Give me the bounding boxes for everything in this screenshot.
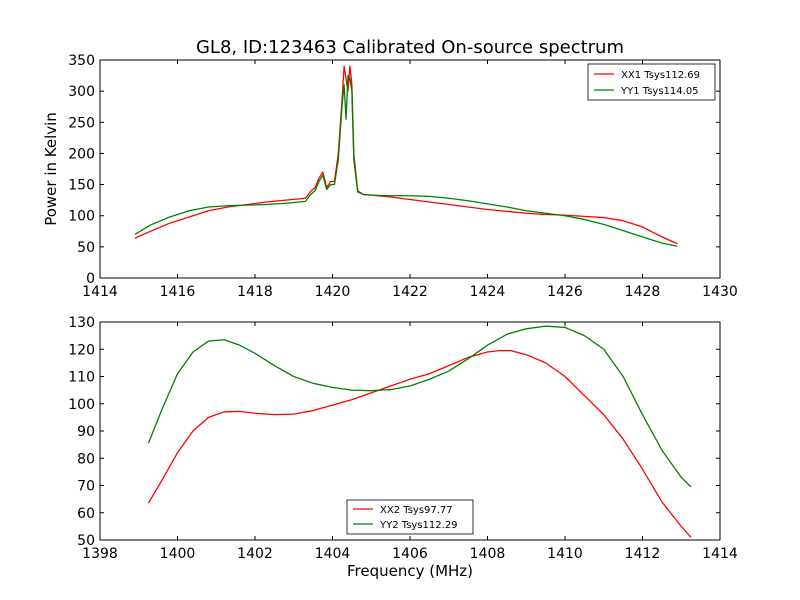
chart-title: GL8, ID:123463 Calibrated On-source spec…: [196, 37, 624, 58]
bottom-x-tick-label: 1404: [315, 546, 351, 562]
bottom-x-tick-label: 1406: [392, 546, 428, 562]
bottom-legend-label-yy2: YY2 Tsys112.29: [379, 520, 458, 531]
bottom-y-tick-label: 70: [77, 479, 95, 495]
bottom-series-lines: [147, 325, 692, 538]
bottom-plot-frame: [99, 321, 721, 541]
bottom-series-line-0: [147, 349, 692, 538]
bottom-y-tick-label: 120: [68, 342, 95, 358]
top-x-tick-label: 1420: [315, 284, 351, 300]
bottom-y-tick-label: 130: [68, 315, 95, 331]
bottom-y-tick-label: 60: [77, 506, 95, 522]
x-axis-label: Frequency (MHz): [347, 562, 473, 580]
bottom-y-tick-label: 80: [77, 451, 95, 467]
top-series-line-1: [134, 74, 678, 247]
top-x-tick-label: 1426: [547, 284, 583, 300]
top-spectrum-plot: 1414 1416 1418 1420 1422 1424 1426 1428 1430 0 50 1…: [42, 53, 738, 300]
top-y-tick-label: 300: [68, 84, 95, 100]
bottom-x-tick-label: 1414: [702, 546, 738, 562]
top-x-tick-label: 1418: [237, 284, 273, 300]
bottom-x-tick-label: 1412: [625, 546, 661, 562]
top-series-line-0: [134, 65, 678, 245]
top-y-axis-label: Power in Kelvin: [42, 112, 60, 226]
bottom-y-tick-label: 90: [77, 424, 95, 440]
top-y-tick-label: 50: [77, 240, 95, 256]
top-plot-frame: [99, 59, 721, 279]
top-x-tick-label: 1424: [470, 284, 506, 300]
bottom-legend-label-xx2: XX2 Tsys97.77: [380, 505, 453, 516]
bottom-series-line-1: [147, 325, 692, 488]
top-y-tick-label: 0: [86, 271, 95, 287]
top-x-tick-label: 1416: [160, 284, 196, 300]
bottom-y-tick-label: 100: [68, 397, 95, 413]
bottom-y-tick-label: 110: [68, 370, 95, 386]
top-y-tick-label: 350: [68, 53, 95, 69]
top-legend-label-xx1: XX1 Tsys112.69: [621, 70, 700, 81]
bottom-spectrum-plot: 1398 1400 1402 1404 1406 1408 1410 1412 1414 50 60…: [68, 315, 738, 580]
top-x-tick-label: 1428: [625, 284, 661, 300]
top-x-tick-label: 1430: [702, 284, 738, 300]
bottom-x-tick-label: 1400: [160, 546, 196, 562]
top-legend-box: [587, 63, 716, 101]
top-legend-label-yy1: YY1 Tsys114.05: [620, 86, 699, 97]
top-y-tick-label: 200: [68, 146, 95, 162]
bottom-x-tick-label: 1410: [547, 546, 583, 562]
bottom-y-tick-label: 50: [77, 533, 95, 549]
bottom-x-tick-label: 1402: [237, 546, 273, 562]
top-y-tick-label: 150: [68, 178, 95, 194]
top-x-tick-label: 1414: [82, 284, 118, 300]
top-axis-ticks: 1414 1416 1418 1420 1422 1424 1426 1428 1430 0 50 1…: [68, 53, 738, 300]
bottom-legend: XX2 Tsys97.77 YY2 Tsys112.29: [346, 499, 474, 535]
top-series-lines: [134, 65, 678, 247]
top-y-tick-label: 250: [68, 115, 95, 131]
top-y-tick-label: 100: [68, 209, 95, 225]
bottom-legend-box: [346, 499, 474, 535]
top-x-tick-label: 1422: [392, 284, 428, 300]
bottom-axis-ticks: 1398 1400 1402 1404 1406 1408 1410 1412 1414 50 60…: [68, 315, 738, 562]
bottom-x-tick-label: 1408: [470, 546, 506, 562]
top-legend: XX1 Tsys112.69 YY1 Tsys114.05: [587, 63, 716, 101]
bottom-x-tick-label: 1398: [82, 546, 118, 562]
